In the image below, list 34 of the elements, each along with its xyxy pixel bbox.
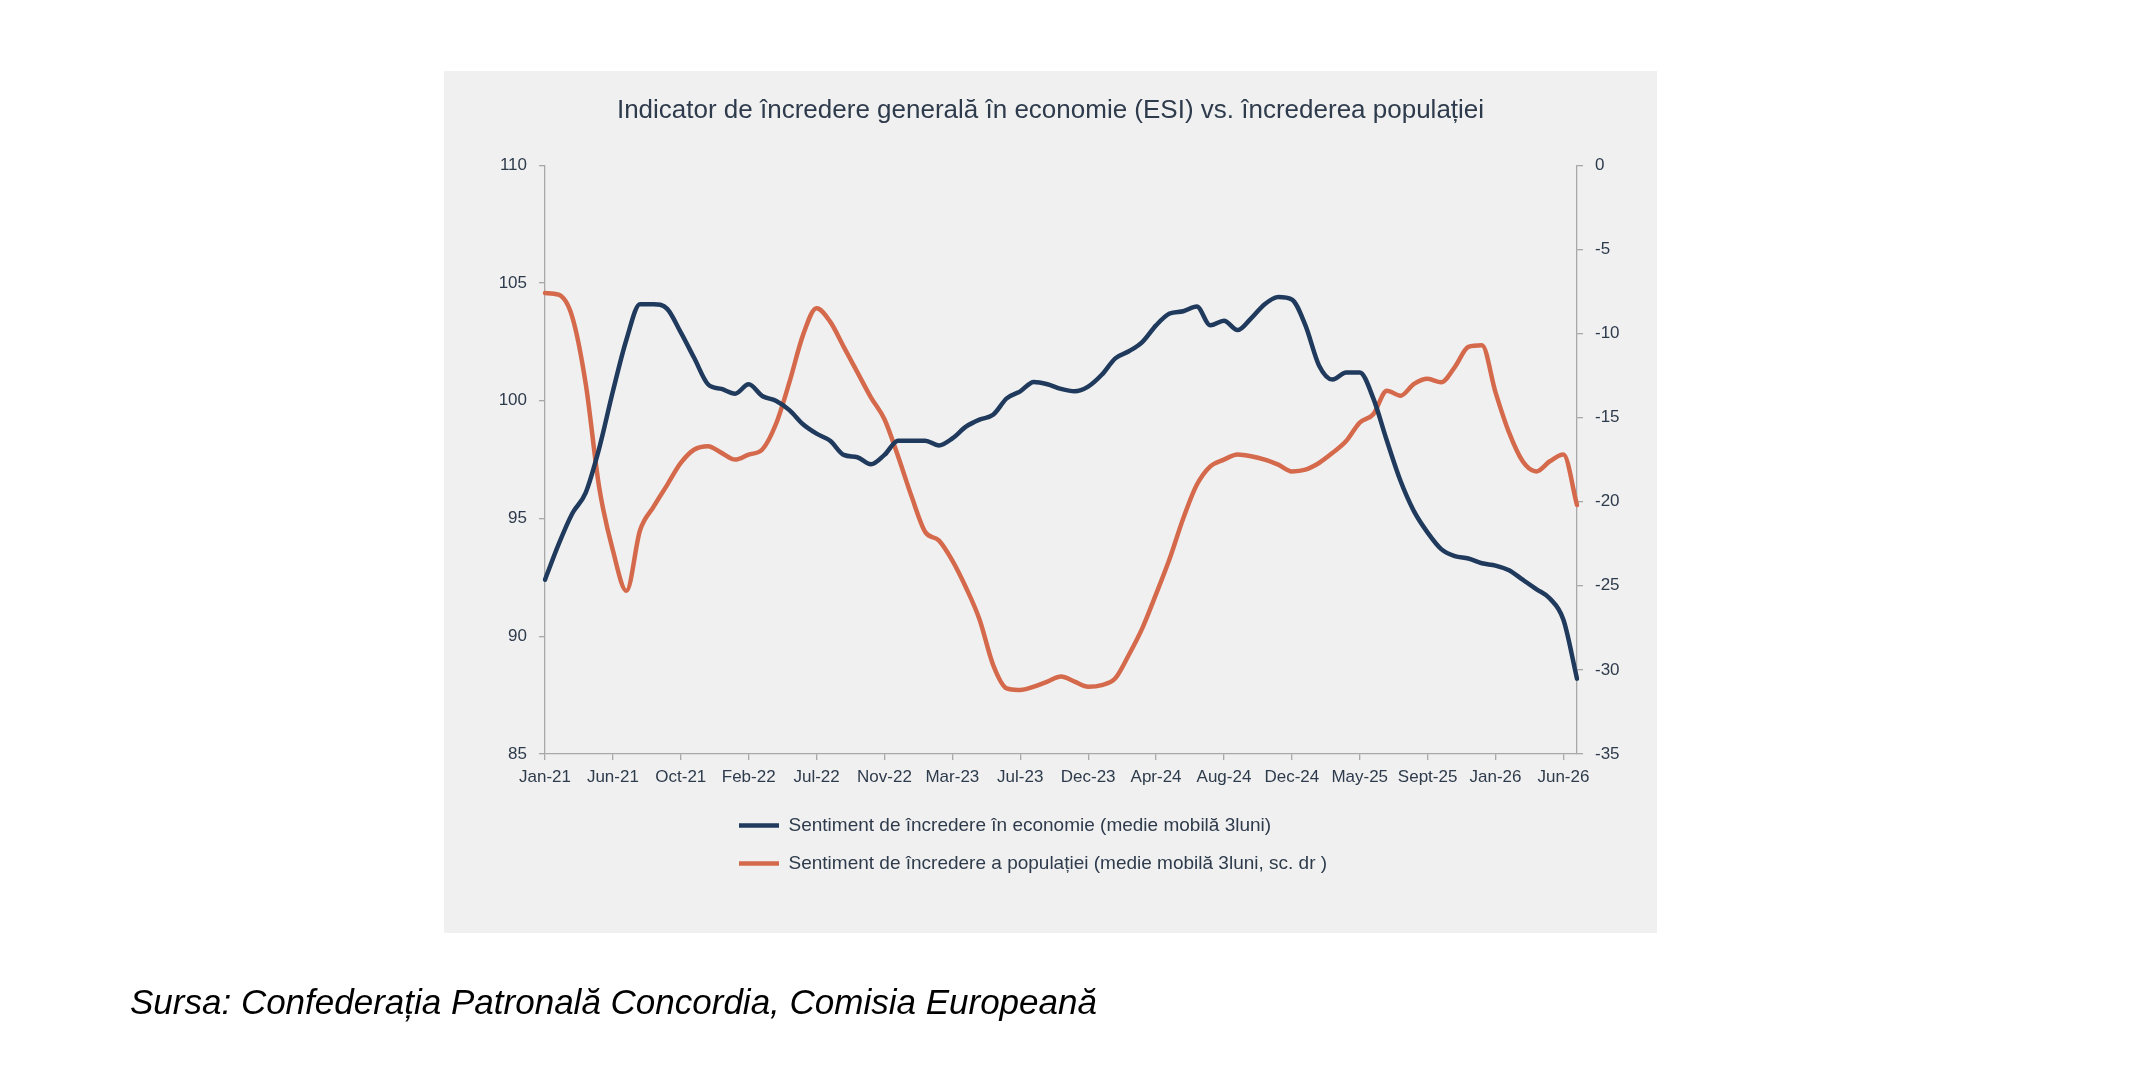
y-tick-label: 95 [508, 508, 527, 528]
x-tick-label: Mar-23 [925, 766, 980, 786]
x-tick-label: Jul-22 [793, 766, 840, 786]
x-tick-label: Feb-22 [721, 766, 776, 786]
y2-tick-label: -10 [1595, 323, 1620, 343]
y2-tick-label: 0 [1595, 154, 1605, 174]
y-tick-label: 85 [508, 743, 527, 763]
x-tick-label: Jul-23 [997, 766, 1044, 786]
legend-label: Sentiment de încredere a populației (medie mobilă 3luni, sc. dr ) [788, 851, 1328, 873]
y2-tick-label: -20 [1595, 491, 1620, 511]
text: Sursa: Confederația Patronală Concordia, Comisia Europeană [130, 981, 1097, 1023]
x-tick-label: Dec-23 [1060, 766, 1116, 786]
x-tick-label: Jan-26 [1469, 766, 1522, 786]
x-tick-label: May-25 [1331, 766, 1389, 786]
y-tick-label: 105 [498, 272, 527, 292]
y2-tick-label: -35 [1595, 743, 1620, 763]
x-tick-label: Dec-24 [1264, 766, 1320, 786]
x-tick-label: Apr-24 [1130, 766, 1182, 786]
chart-title: Indicator de încredere generală în economie (ESI) vs. încrederea populației [616, 93, 1485, 124]
x-tick-label: Jun-21 [586, 766, 639, 786]
y2-tick-label: -25 [1595, 575, 1620, 595]
x-tick-label: Jan-21 [519, 766, 571, 786]
y-tick-label: 100 [498, 390, 527, 410]
y-tick-label: 90 [508, 625, 527, 645]
x-tick-label: Sept-25 [1397, 766, 1458, 786]
y-tick-label: 110 [499, 154, 527, 174]
x-tick-label: Jun-26 [1537, 766, 1590, 786]
legend-label: Sentiment de încredere în economie (medie mobilă 3luni) [788, 813, 1272, 835]
y2-tick-label: -30 [1595, 659, 1620, 679]
y2-tick-label: -15 [1595, 407, 1620, 427]
x-tick-label: Nov-22 [857, 766, 912, 786]
y2-tick-label: -5 [1595, 239, 1611, 258]
x-tick-label: Oct-21 [655, 766, 707, 786]
x-tick-label: Aug-24 [1196, 766, 1252, 786]
